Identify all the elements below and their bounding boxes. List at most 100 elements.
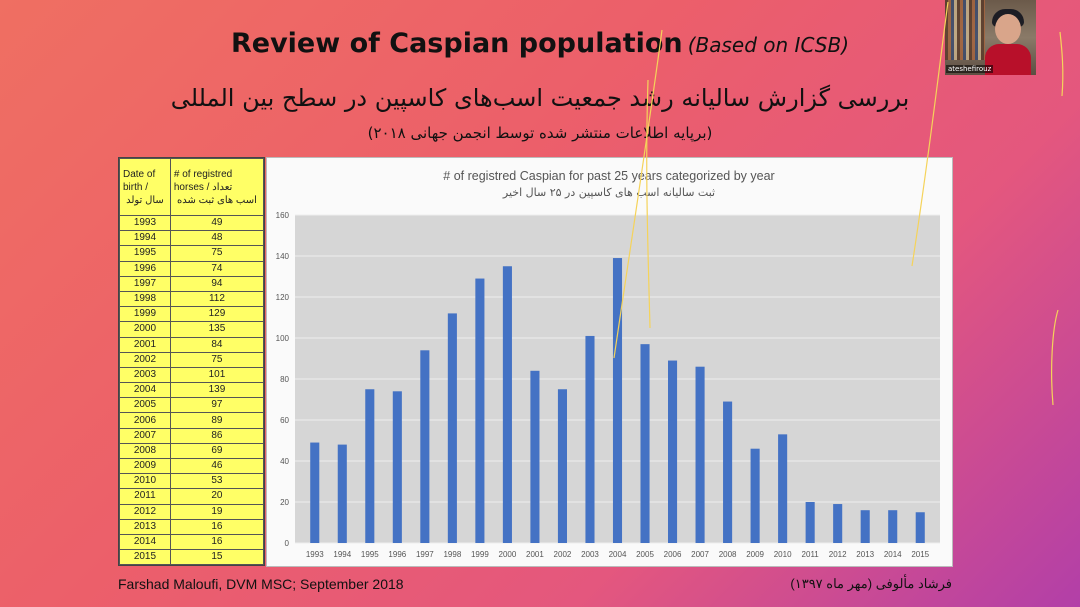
table-cell-count: 74 (169, 260, 265, 277)
bar-1996 (392, 391, 402, 543)
table-row: 2007 86 (119, 427, 265, 444)
x-tick-label: 2003 (581, 550, 599, 559)
table-cell-count: 46 (169, 457, 265, 475)
table-row: 2002 75 (119, 351, 265, 368)
table-row: 2010 53 (119, 473, 265, 490)
x-tick-label: 2002 (554, 550, 572, 559)
table-cell-year: 1994 (119, 230, 171, 247)
table-cell-count: 101 (169, 366, 265, 384)
table-cell-count: 19 (169, 503, 265, 520)
table-row: 1996 74 (119, 260, 265, 277)
table-cell-year: 2006 (119, 412, 171, 429)
bar-1997 (420, 350, 430, 543)
table-cell-year: 2010 (119, 473, 171, 490)
y-tick-label: 40 (280, 457, 289, 466)
table-cell-year: 1998 (119, 290, 171, 308)
table-cell-count: 16 (169, 518, 265, 535)
table-header-year: Date of birth / سال تولد (119, 158, 171, 216)
pen-stroke (1051, 309, 1059, 406)
table-cell-count: 94 (169, 275, 265, 292)
footer-author: Farshad Maloufi, DVM MSC; September 2018 (118, 576, 404, 592)
y-tick-label: 100 (276, 334, 290, 343)
x-tick-label: 2012 (829, 550, 847, 559)
x-tick-label: 2007 (691, 550, 709, 559)
table-row: 2006 89 (119, 412, 265, 429)
table-cell-count: 16 (169, 533, 265, 551)
bar-2015 (915, 512, 925, 543)
table-cell-count: 53 (169, 473, 265, 490)
bar-1994 (337, 444, 347, 543)
table-row: 2004 139 (119, 382, 265, 399)
bar-2008 (723, 401, 733, 543)
x-tick-label: 2014 (884, 550, 902, 559)
table-row: 2014 16 (119, 533, 265, 551)
bar-2006 (668, 360, 678, 543)
table-cell-year: 2011 (119, 488, 171, 505)
bar-1993 (310, 442, 320, 543)
table-row: 1998 112 (119, 290, 265, 308)
bar-chart: # of registred Caspian for past 25 years… (276, 169, 940, 559)
bar-2010 (778, 434, 788, 543)
table-cell-count: 69 (169, 442, 265, 460)
bar-2001 (530, 370, 540, 543)
table-cell-count: 49 (169, 214, 265, 232)
table-cell-year: 2004 (119, 382, 171, 399)
chart-title: # of registred Caspian for past 25 years… (443, 169, 774, 183)
bar-2007 (695, 366, 705, 543)
bar-2009 (750, 448, 760, 543)
table-cell-count: 86 (169, 427, 265, 444)
chart-subtitle: ثبت سالیانه اسب های کاسپین در ۲۵ سال اخی… (502, 186, 715, 199)
table-row: 1995 75 (119, 245, 265, 262)
bar-1995 (365, 389, 375, 543)
table-cell-year: 2001 (119, 336, 171, 353)
table-cell-year: 2008 (119, 442, 171, 460)
x-tick-label: 1993 (306, 550, 324, 559)
slide-subtitle-persian-source: (برپایه اطلاعات منتشر شده توسط انجمن جها… (367, 124, 713, 142)
table-cell-count: 75 (169, 245, 265, 262)
y-tick-label: 20 (280, 498, 289, 507)
table-row: 2003 101 (119, 366, 265, 384)
table-cell-count: 112 (169, 290, 265, 308)
table-cell-count: 75 (169, 351, 265, 368)
y-tick-label: 0 (285, 539, 290, 548)
table-cell-year: 2007 (119, 427, 171, 444)
table-row: 2009 46 (119, 457, 265, 475)
y-tick-label: 60 (280, 416, 289, 425)
table-cell-year: 1997 (119, 275, 171, 292)
table-row: 2000 135 (119, 321, 265, 338)
x-tick-label: 1994 (333, 550, 351, 559)
slide-title: Review of Caspian population (Based on I… (0, 28, 1080, 59)
x-tick-label: 2006 (664, 550, 682, 559)
table-cell-count: 129 (169, 306, 265, 323)
x-tick-label: 2011 (802, 550, 820, 559)
table-cell-year: 2015 (119, 549, 171, 566)
table-cell-count: 15 (169, 549, 265, 566)
slide-subtitle-persian: بررسی گزارش سالیانه رشد جمعیت اسب‌های کا… (170, 84, 910, 112)
y-tick-label: 140 (276, 252, 290, 261)
table-cell-count: 135 (169, 321, 265, 338)
table-cell-year: 2002 (119, 351, 171, 368)
participant-name: ateshefirouz (946, 65, 994, 73)
table-row: 2013 16 (119, 518, 265, 535)
table-cell-year: 1995 (119, 245, 171, 262)
webcam-thumbnail[interactable]: ateshefirouz (945, 0, 1036, 75)
table-row: 2005 97 (119, 397, 265, 414)
bar-2013 (860, 510, 870, 543)
y-tick-label: 120 (276, 293, 290, 302)
x-tick-label: 2001 (526, 550, 544, 559)
table-cell-year: 2013 (119, 518, 171, 535)
table-cell-year: 1999 (119, 306, 171, 323)
table-row: 1997 94 (119, 275, 265, 292)
table-cell-count: 84 (169, 336, 265, 353)
table-cell-year: 2009 (119, 457, 171, 475)
chart-panel: # of registred Caspian for past 25 years… (266, 157, 953, 567)
table-cell-count: 97 (169, 397, 265, 414)
table-row: 2011 20 (119, 488, 265, 505)
x-tick-label: 2010 (774, 550, 792, 559)
y-tick-label: 160 (276, 211, 290, 220)
x-tick-label: 1998 (443, 550, 461, 559)
bar-1999 (475, 278, 485, 543)
table-cell-year: 1996 (119, 260, 171, 277)
table-cell-count: 48 (169, 230, 265, 247)
slide-title-main: Review of Caspian population (230, 28, 683, 59)
